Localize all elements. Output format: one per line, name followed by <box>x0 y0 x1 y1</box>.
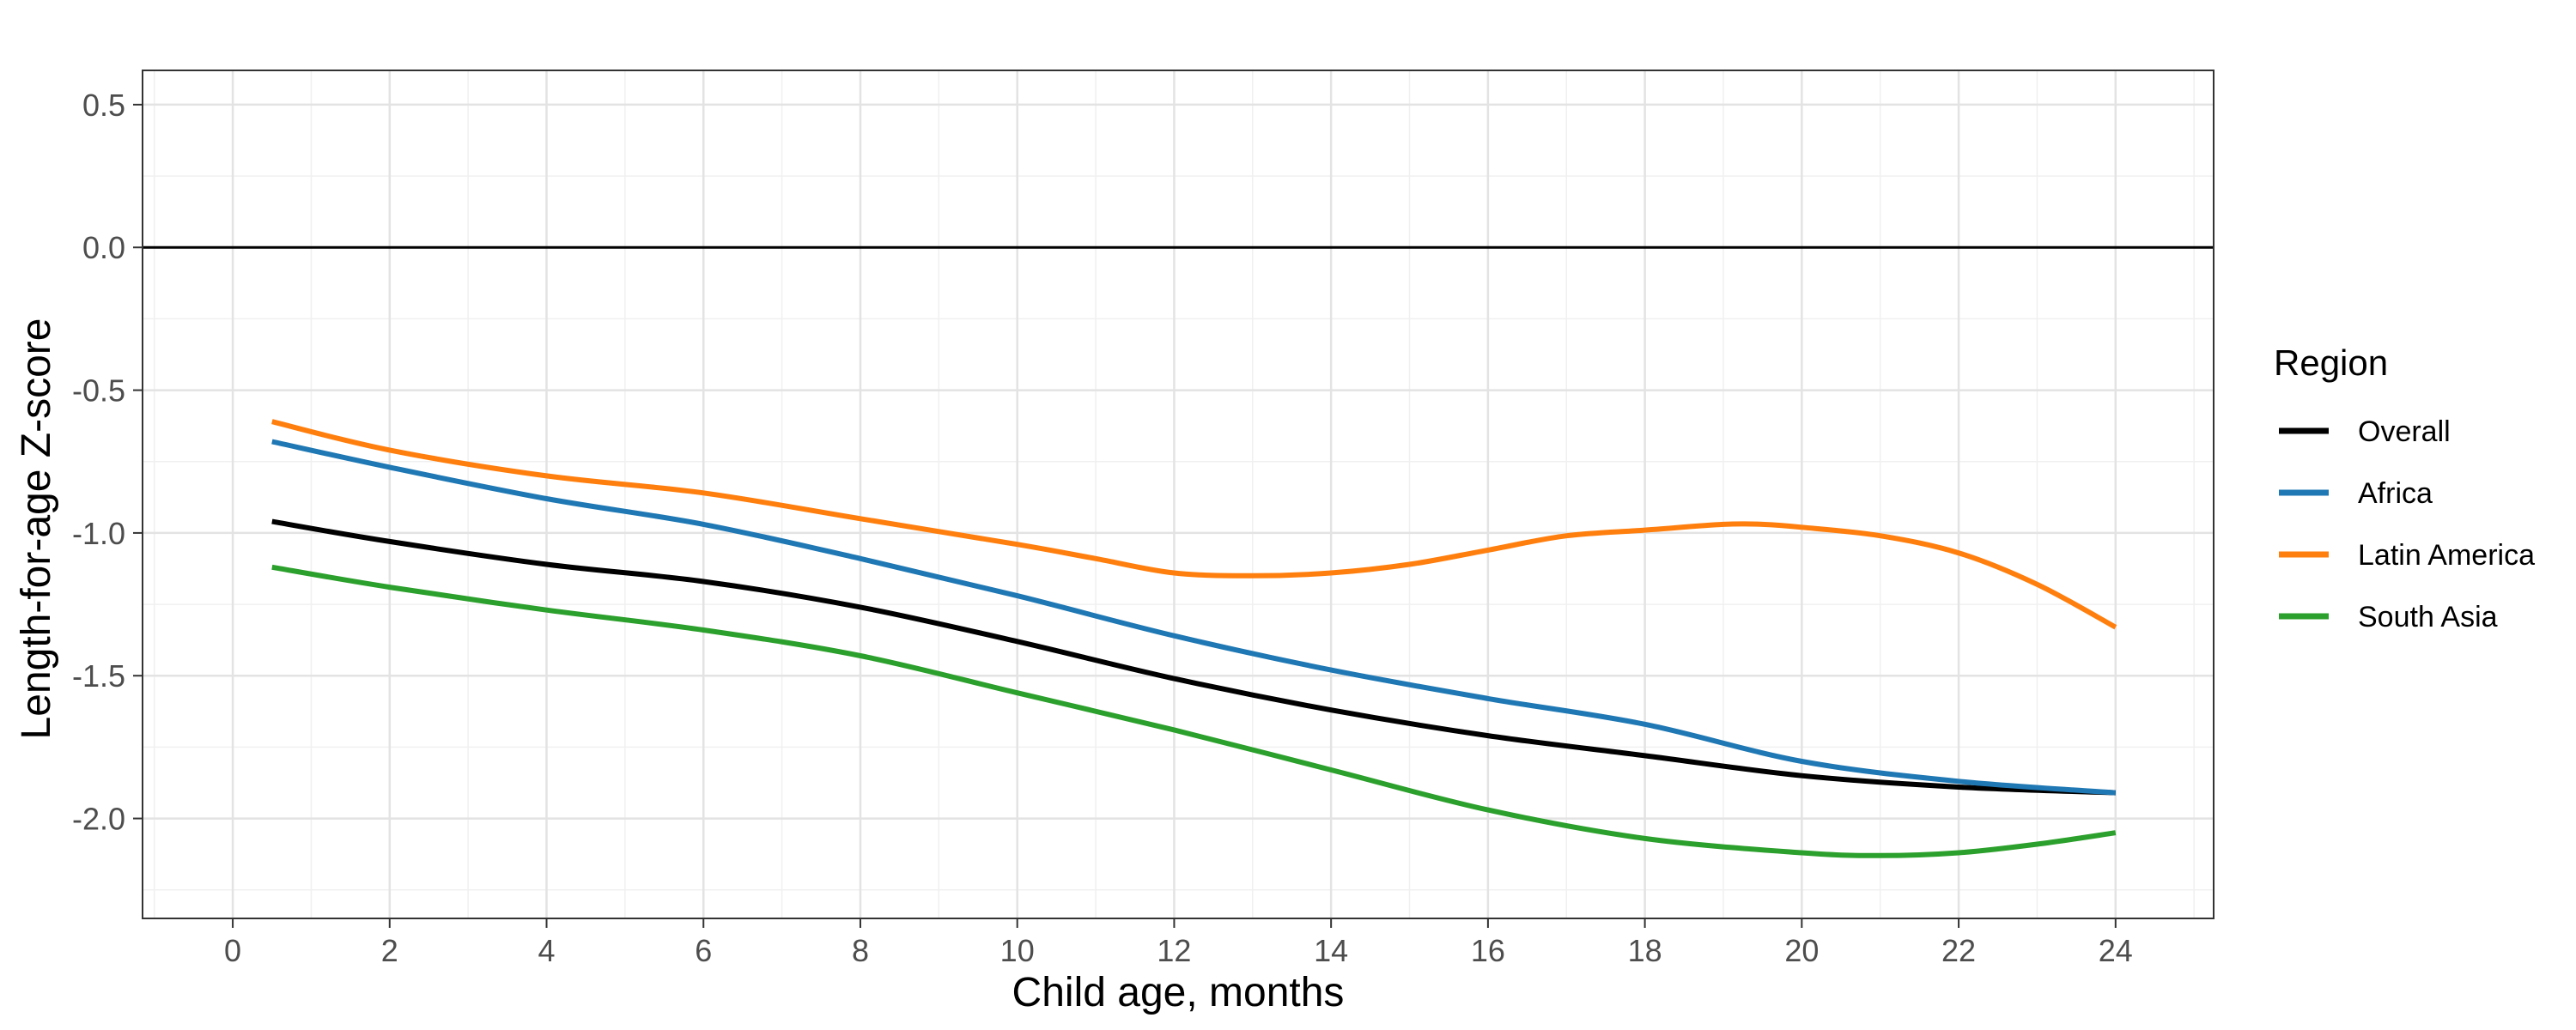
panel-border <box>142 70 2215 919</box>
legend-items: Overall Africa Latin America South Asia <box>2279 415 2535 633</box>
x-tick-label: 18 <box>1628 933 1662 968</box>
y-tick-label: 0.0 <box>82 230 125 265</box>
x-tick-label: 16 <box>1471 933 1505 968</box>
x-tick-label: 24 <box>2099 933 2133 968</box>
y-tick-label: -2.0 <box>72 802 125 837</box>
x-tick-label: 4 <box>538 933 556 968</box>
x-tick-label: 2 <box>381 933 398 968</box>
series-layer <box>271 419 2117 858</box>
series-line-overall <box>271 518 2116 796</box>
grid-layer <box>143 70 2214 918</box>
y-tick-label: 0.5 <box>82 88 125 123</box>
x-tick-label: 12 <box>1157 933 1191 968</box>
y-tick-label: -0.5 <box>72 373 125 409</box>
y-tick-label: -1.0 <box>72 516 125 551</box>
legend-label: Africa <box>2358 477 2433 510</box>
panel-background <box>143 70 2214 918</box>
legend-label: Latin America <box>2358 539 2535 572</box>
legend: Region Overall Africa Latin America South A… <box>2274 342 2535 633</box>
x-tick-label: 6 <box>695 933 712 968</box>
y-axis-title: Length-for-age Z-score <box>14 318 59 740</box>
x-tick-label: 20 <box>1784 933 1819 968</box>
x-axis-title: Child age, months <box>1012 970 1345 1015</box>
axis-layer: 0 2 4 6 8 10 12 14 16 18 20 22 240.50.0-0.5-1.0-1.5-… <box>72 88 2133 968</box>
legend-label: Overall <box>2358 415 2451 448</box>
y-tick-label: -1.5 <box>72 658 125 694</box>
x-tick-label: 14 <box>1314 933 1348 968</box>
legend-label: South Asia <box>2358 601 2498 633</box>
x-tick-label: 0 <box>224 933 241 968</box>
x-tick-label: 8 <box>852 933 869 968</box>
legend-title: Region <box>2274 342 2388 383</box>
x-tick-label: 22 <box>1941 933 1976 968</box>
series-line-africa <box>271 439 2117 796</box>
x-tick-label: 10 <box>1000 933 1035 968</box>
series-line-south-asia <box>271 564 2117 858</box>
series-line-latin-america <box>271 419 2117 630</box>
